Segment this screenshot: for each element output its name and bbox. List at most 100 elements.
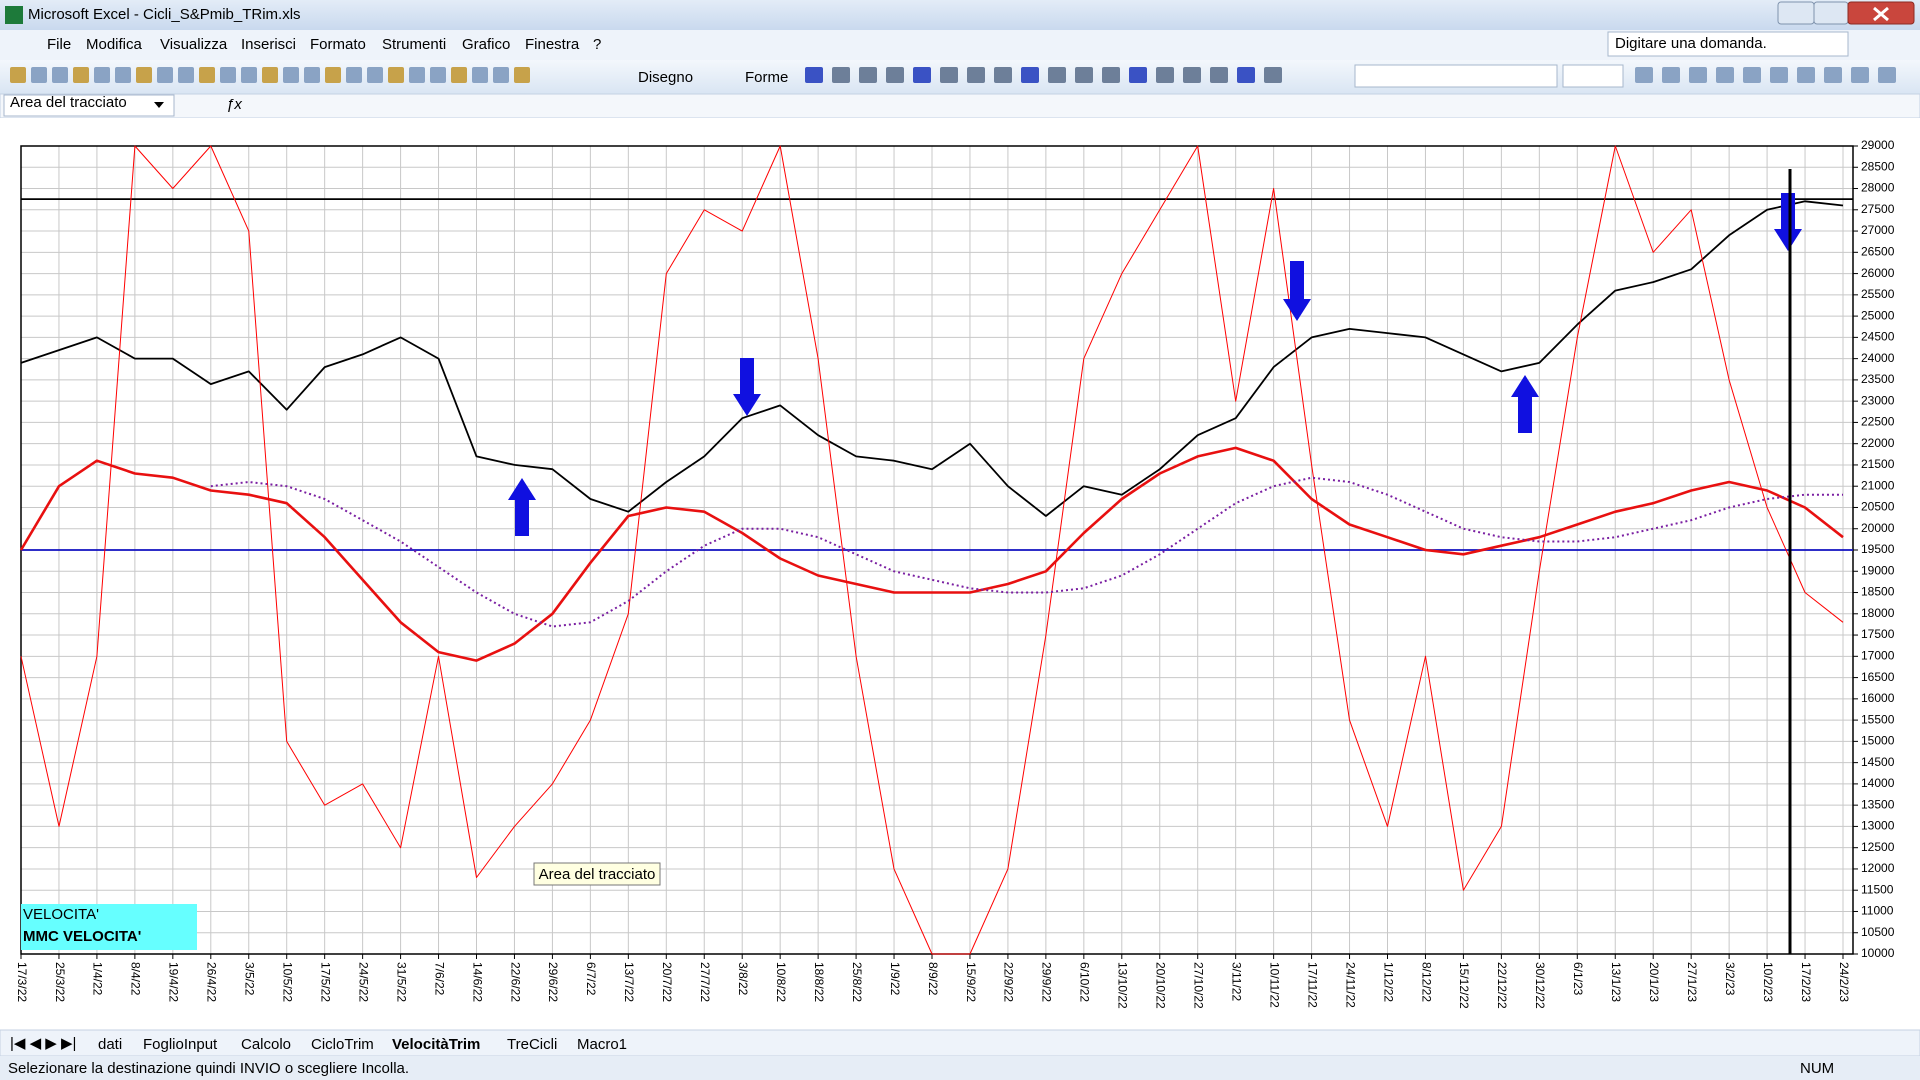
toolbar-button[interactable]: [115, 67, 131, 83]
toolbar-button[interactable]: [832, 67, 850, 83]
menu-item[interactable]: Visualizza: [160, 36, 228, 53]
toolbar-button[interactable]: [1878, 67, 1896, 83]
toolbar-button[interactable]: [859, 67, 877, 83]
toolbar-button[interactable]: [451, 67, 467, 83]
toolbar-button[interactable]: [304, 67, 320, 83]
toolbar-button[interactable]: [325, 67, 341, 83]
y-tick-label: 18000: [1861, 606, 1895, 620]
x-tick-label: 17/2/23: [1799, 962, 1813, 1002]
toolbar-button[interactable]: [1183, 67, 1201, 83]
sheet-tab[interactable]: VelocitàTrim: [392, 1036, 480, 1053]
maximize-button[interactable]: [1813, 1, 1849, 25]
toolbar-button[interactable]: [388, 67, 404, 83]
sheet-tab[interactable]: FoglioInput: [143, 1036, 218, 1053]
shapes-menu[interactable]: Forme: [745, 69, 788, 86]
toolbar-button[interactable]: [1075, 67, 1093, 83]
toolbar-button[interactable]: [367, 67, 383, 83]
y-tick-label: 25500: [1861, 287, 1895, 301]
toolbar-button[interactable]: [967, 67, 985, 83]
y-tick-label: 14500: [1861, 755, 1895, 769]
x-tick-label: 3/8/22: [736, 962, 750, 996]
x-tick-label: 27/7/22: [698, 962, 712, 1002]
toolbar-button[interactable]: [1156, 67, 1174, 83]
toolbar-button[interactable]: [1129, 67, 1147, 83]
title-bar: [0, 0, 1920, 30]
toolbar-button[interactable]: [1021, 67, 1039, 83]
dropdown-arrow: [154, 102, 164, 108]
x-tick-label: 6/7/22: [584, 962, 598, 996]
toolbar-button[interactable]: [94, 67, 110, 83]
toolbar-button[interactable]: [1689, 67, 1707, 83]
size-box[interactable]: [1562, 64, 1624, 88]
menu-item[interactable]: Grafico: [462, 36, 510, 53]
y-tick-label: 26000: [1861, 266, 1895, 280]
menu-item[interactable]: Modifica: [86, 36, 143, 53]
toolbar-button[interactable]: [1102, 67, 1120, 83]
toolbar-button[interactable]: [346, 67, 362, 83]
fx-icon: ƒx: [226, 96, 242, 113]
menu-item[interactable]: Finestra: [525, 36, 580, 53]
toolbar-button[interactable]: [1770, 67, 1788, 83]
sheet-tab[interactable]: TreCicli: [507, 1036, 557, 1053]
status-bar: [0, 1056, 1920, 1080]
toolbar-button[interactable]: [283, 67, 299, 83]
minimize-button[interactable]: [1777, 1, 1815, 25]
y-tick-label: 13000: [1861, 819, 1895, 833]
draw-menu[interactable]: Disegno: [638, 69, 693, 86]
toolbar-button[interactable]: [10, 67, 26, 83]
toolbar-button[interactable]: [805, 67, 823, 83]
name-box[interactable]: [3, 94, 175, 117]
toolbar-button[interactable]: [514, 67, 530, 83]
x-tick-label: 10/8/22: [774, 962, 788, 1002]
toolbar-button[interactable]: [1210, 67, 1228, 83]
toolbar-button[interactable]: [199, 67, 215, 83]
toolbar-button[interactable]: [913, 67, 931, 83]
y-tick-label: 27500: [1861, 202, 1895, 216]
toolbar-button[interactable]: [1743, 67, 1761, 83]
toolbar-button[interactable]: [52, 67, 68, 83]
toolbar-button[interactable]: [994, 67, 1012, 83]
font-box[interactable]: [1354, 64, 1558, 88]
toolbar-button[interactable]: [493, 67, 509, 83]
menu-item[interactable]: Formato: [310, 36, 366, 53]
sheet-tab[interactable]: dati: [98, 1036, 122, 1053]
toolbar-button[interactable]: [178, 67, 194, 83]
sheet-tab[interactable]: Macro1: [577, 1036, 627, 1053]
toolbar-button[interactable]: [430, 67, 446, 83]
toolbar-button[interactable]: [1797, 67, 1815, 83]
x-tick-label: 1/12/22: [1381, 962, 1395, 1002]
help-box[interactable]: [1607, 31, 1849, 57]
toolbar-button[interactable]: [157, 67, 173, 83]
toolbar-button[interactable]: [1635, 67, 1653, 83]
y-tick-label: 21000: [1861, 478, 1895, 492]
toolbar-button[interactable]: [1662, 67, 1680, 83]
tab-nav[interactable]: |◀ ◀ ▶ ▶|: [10, 1035, 76, 1052]
toolbar-button[interactable]: [73, 67, 89, 83]
sheet-tab[interactable]: Calcolo: [241, 1036, 291, 1053]
toolbar-button[interactable]: [886, 67, 904, 83]
toolbar-button[interactable]: [940, 67, 958, 83]
arrow-up: [1511, 375, 1539, 433]
toolbar-button[interactable]: [136, 67, 152, 83]
toolbar-button[interactable]: [241, 67, 257, 83]
toolbar-button[interactable]: [1716, 67, 1734, 83]
name-box-text: Area del tracciato: [10, 94, 127, 111]
menu-item[interactable]: ?: [593, 36, 601, 53]
toolbar-button[interactable]: [1824, 67, 1842, 83]
toolbar-button[interactable]: [409, 67, 425, 83]
menu-item[interactable]: File: [47, 36, 71, 53]
toolbar-button[interactable]: [262, 67, 278, 83]
toolbar-button[interactable]: [1048, 67, 1066, 83]
toolbar-button[interactable]: [31, 67, 47, 83]
y-tick-label: 18500: [1861, 585, 1895, 599]
chart-area: [0, 118, 1920, 1030]
sheet-tab[interactable]: CicloTrim: [311, 1036, 374, 1053]
menu-item[interactable]: Strumenti: [382, 36, 446, 53]
menu-item[interactable]: Inserisci: [241, 36, 296, 53]
toolbar-button[interactable]: [472, 67, 488, 83]
toolbar-button[interactable]: [1264, 67, 1282, 83]
toolbar-button[interactable]: [1237, 67, 1255, 83]
toolbar-button[interactable]: [1851, 67, 1869, 83]
toolbar-button[interactable]: [220, 67, 236, 83]
formula-bar: [0, 93, 1920, 119]
